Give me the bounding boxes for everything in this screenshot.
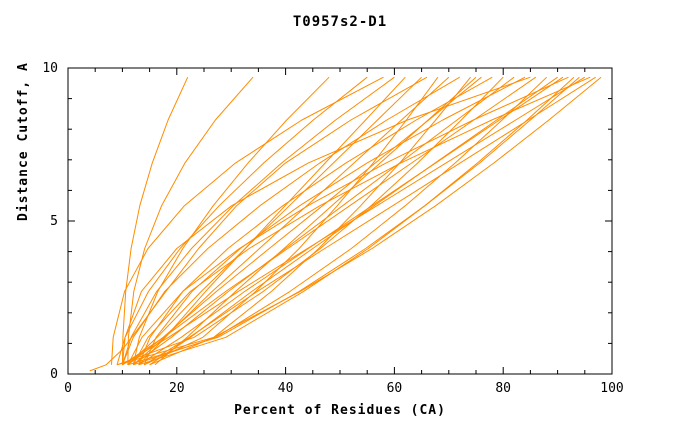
x-tick-label: 60 — [387, 381, 403, 396]
model-curve-model-14 — [127, 76, 482, 366]
model-curve-model-00 — [89, 76, 428, 372]
model-curve-model-04 — [116, 76, 368, 365]
model-curve-model-27 — [122, 76, 586, 366]
model-curve-model-21 — [133, 76, 548, 366]
model-curve-model-25 — [138, 76, 575, 366]
y-tick-label: 10 — [42, 61, 58, 76]
y-tick-label: 0 — [50, 367, 58, 382]
model-curve-model-26 — [127, 76, 580, 366]
model-curve-model-08 — [127, 76, 422, 366]
model-curve-model-09 — [143, 76, 439, 366]
model-curve-model-30 — [116, 76, 602, 366]
x-tick-label: 80 — [495, 381, 511, 396]
x-tick-label: 100 — [600, 381, 623, 396]
x-tick-label: 20 — [169, 381, 185, 396]
x-tick-label: 40 — [278, 381, 294, 396]
model-curve-model-12 — [149, 76, 471, 366]
model-curve-model-06 — [121, 76, 395, 365]
model-curve-model-20 — [122, 76, 537, 366]
model-curve-model-05 — [111, 76, 384, 365]
model-curve-model-03 — [132, 76, 330, 365]
x-axis-label: Percent of Residues (CA) — [234, 403, 446, 418]
chart-title: T0957s2-D1 — [292, 14, 388, 30]
model-curve-model-11 — [121, 76, 460, 365]
model-curve-model-28 — [132, 76, 591, 366]
model-curve-model-07 — [138, 76, 406, 366]
x-tick-label: 0 — [64, 381, 72, 396]
y-tick-label: 5 — [50, 214, 58, 229]
model-curve-model-16 — [116, 76, 504, 366]
model-curve-model-01 — [121, 76, 189, 365]
model-curve-model-19 — [121, 76, 531, 365]
model-curve-model-18 — [143, 76, 526, 365]
model-curve-model-24 — [127, 76, 569, 366]
model-curve-model-29 — [143, 76, 596, 366]
model-curve-model-23 — [138, 76, 564, 366]
